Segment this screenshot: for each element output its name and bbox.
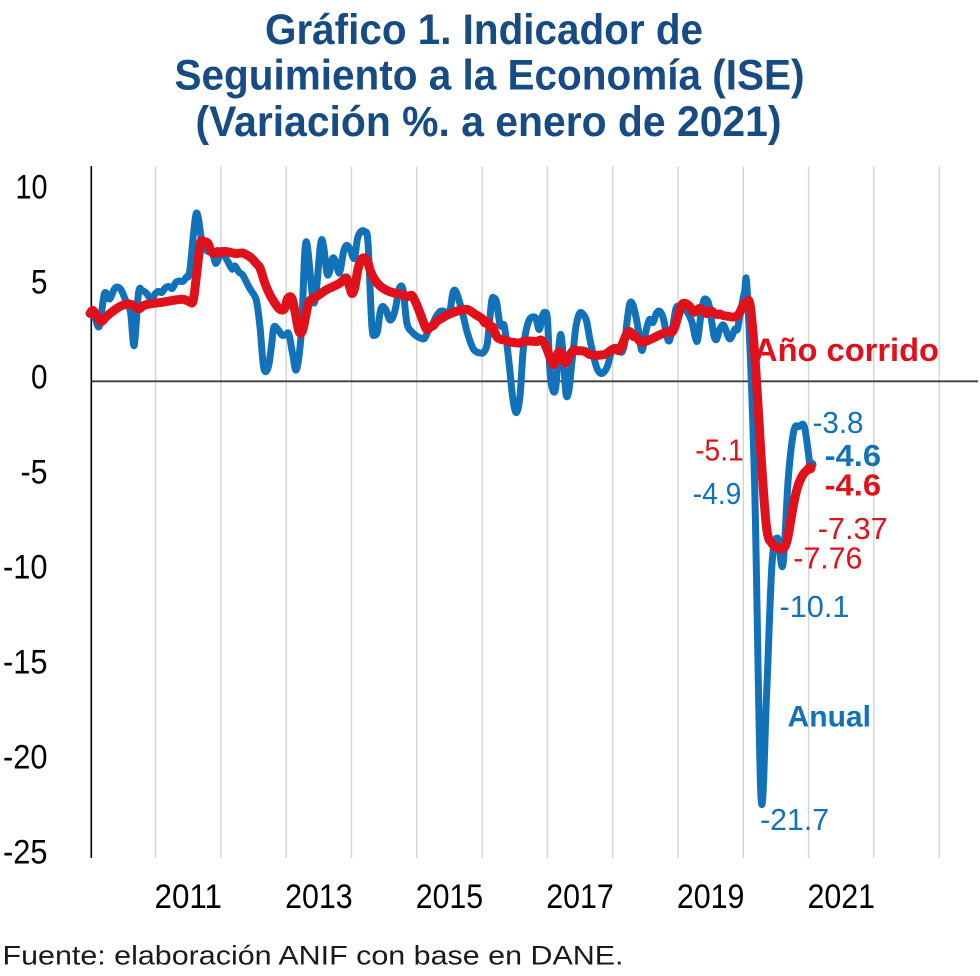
svg-text:2017: 2017 xyxy=(546,878,614,916)
svg-text:Año corrido: Año corrido xyxy=(754,332,939,368)
svg-text:-3.8: -3.8 xyxy=(813,405,864,440)
svg-text:-7.76: -7.76 xyxy=(793,540,862,575)
svg-text:-10.1: -10.1 xyxy=(780,589,850,624)
svg-text:2015: 2015 xyxy=(416,878,484,916)
svg-text:5: 5 xyxy=(31,264,48,302)
svg-text:-20: -20 xyxy=(3,739,48,777)
svg-text:-21.7: -21.7 xyxy=(760,802,829,837)
svg-text:(Variación %. a enero de 2021): (Variación %. a enero de 2021) xyxy=(196,98,782,146)
svg-text:-25: -25 xyxy=(3,834,48,872)
svg-text:Gráfico 1. Indicador de: Gráfico 1. Indicador de xyxy=(265,6,703,54)
svg-text:-7.37: -7.37 xyxy=(818,511,888,546)
svg-text:-5.1: -5.1 xyxy=(695,433,744,468)
svg-text:-4.6: -4.6 xyxy=(825,467,882,502)
svg-text:10: 10 xyxy=(16,169,48,207)
svg-text:-4.6: -4.6 xyxy=(825,438,882,473)
svg-text:-4.9: -4.9 xyxy=(693,476,742,511)
svg-text:Anual: Anual xyxy=(788,701,872,734)
svg-text:Seguimiento a la Economía (ISE: Seguimiento a la Economía (ISE) xyxy=(175,52,805,100)
svg-text:2013: 2013 xyxy=(285,878,353,916)
svg-text:-5: -5 xyxy=(21,454,48,492)
svg-text:Fuente: elaboración ANIF con b: Fuente: elaboración ANIF con base en DAN… xyxy=(3,941,624,971)
svg-text:-15: -15 xyxy=(3,644,48,682)
svg-text:-10: -10 xyxy=(3,549,48,587)
svg-text:2011: 2011 xyxy=(155,878,223,916)
svg-text:2019: 2019 xyxy=(677,878,745,916)
svg-text:0: 0 xyxy=(31,359,48,397)
svg-text:2021: 2021 xyxy=(808,878,876,916)
